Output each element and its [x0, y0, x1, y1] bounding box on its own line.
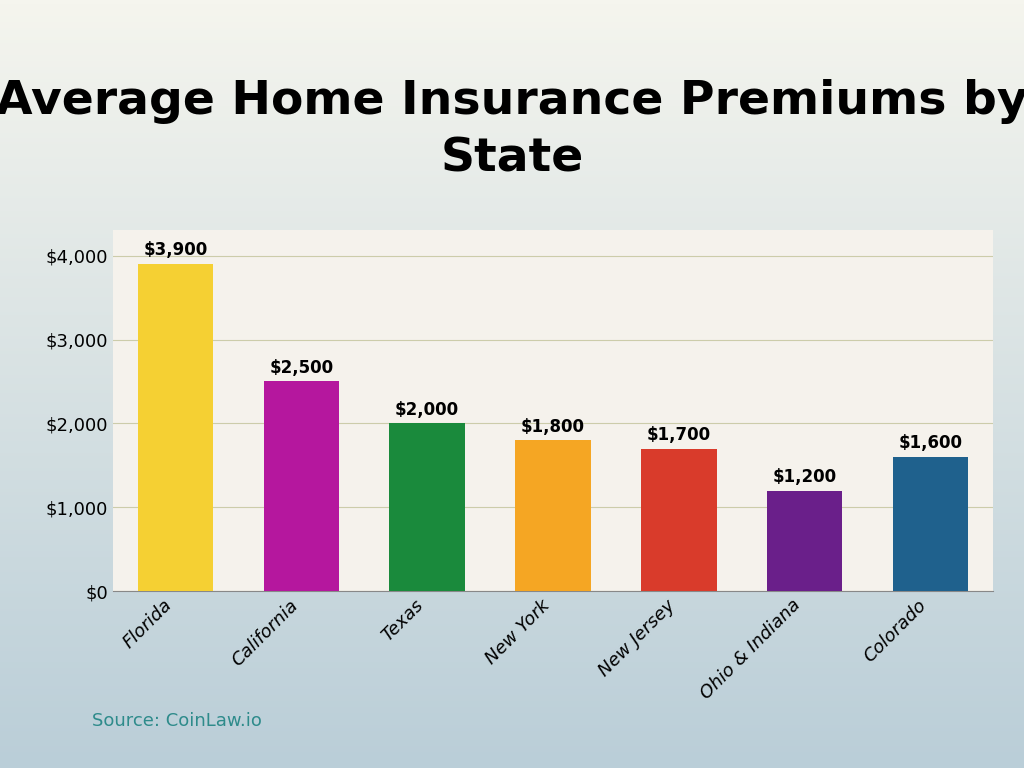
Bar — [767, 491, 843, 591]
Text: $1,800: $1,800 — [521, 418, 585, 435]
Text: Average Home Insurance Premiums by
State: Average Home Insurance Premiums by State — [0, 79, 1024, 182]
Text: $1,700: $1,700 — [647, 426, 711, 444]
Text: $1,600: $1,600 — [898, 435, 963, 452]
Bar — [138, 264, 213, 591]
Text: $1,200: $1,200 — [772, 468, 837, 486]
Bar — [263, 382, 339, 591]
Text: $3,900: $3,900 — [143, 241, 208, 260]
Text: $2,000: $2,000 — [395, 401, 459, 419]
Bar — [515, 440, 591, 591]
Bar — [893, 457, 968, 591]
Text: Source: CoinLaw.io: Source: CoinLaw.io — [92, 712, 262, 730]
Bar — [389, 423, 465, 591]
Bar — [641, 449, 717, 591]
Text: $2,500: $2,500 — [269, 359, 334, 377]
